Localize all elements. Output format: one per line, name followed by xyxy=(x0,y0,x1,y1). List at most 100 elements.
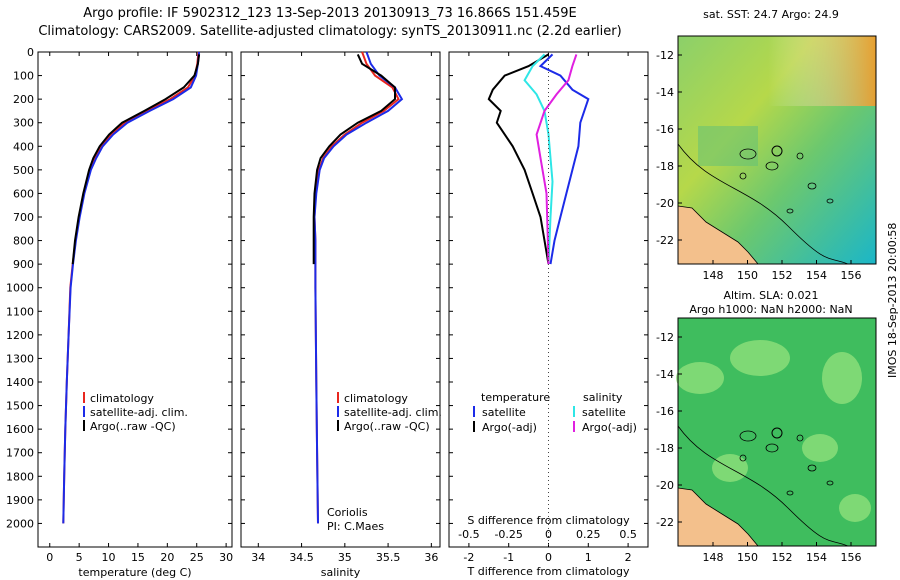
y-tick-label: 200 xyxy=(13,93,34,106)
reef-outline xyxy=(786,490,794,496)
series-line-1 xyxy=(538,53,590,265)
reef-outline xyxy=(796,152,804,160)
reef-outline xyxy=(796,434,804,442)
legend-entry: satellite xyxy=(582,406,626,419)
lat-tick-label: -12 xyxy=(656,331,674,344)
profile-panel-2: 34 34.5 35 35.5 36 salinity xyxy=(240,51,441,579)
x-tick-label: 34.5 xyxy=(289,551,314,564)
lon-tick-label: 148 xyxy=(703,551,724,564)
reef-outline xyxy=(826,198,834,204)
x-tick-label: 25 xyxy=(190,551,204,564)
sla-blob xyxy=(676,362,724,394)
y-tick-label: 1200 xyxy=(6,329,34,342)
legend-entry: Argo(-adj) xyxy=(482,421,537,434)
y-tick-label: 1100 xyxy=(6,305,34,318)
y-tick-label: 1500 xyxy=(6,400,34,413)
lat-tick-label: -18 xyxy=(656,160,674,173)
x-tick-label: 0 xyxy=(46,551,53,564)
lat-tick-label: -12 xyxy=(656,49,674,62)
legend-title-temperature: temperature xyxy=(481,391,550,404)
lat-tick-label: -14 xyxy=(656,86,674,99)
reef-outline xyxy=(739,172,747,180)
lon-tick-label: 150 xyxy=(737,551,758,564)
lon-tick-label: 150 xyxy=(737,269,758,282)
x-tick-label: -2 xyxy=(463,551,474,564)
x-axis-label: temperature (deg C) xyxy=(78,566,191,579)
x-tick-label: 34 xyxy=(251,551,265,564)
s-tick-label: 0.25 xyxy=(576,528,601,541)
lat-tick-label: -16 xyxy=(656,405,674,418)
legend-title-salinity: salinity xyxy=(583,391,623,404)
lat-tick-label: -22 xyxy=(656,234,674,247)
legend-entry: Argo(-adj) xyxy=(582,421,637,434)
panel-frame xyxy=(240,51,441,548)
series-line-3 xyxy=(71,54,201,265)
sst-patch xyxy=(698,126,758,166)
reef-outline xyxy=(807,464,817,472)
y-tick-label: 1400 xyxy=(6,376,34,389)
lat-tick-label: -16 xyxy=(656,123,674,136)
figure-title-line1: Argo profile: IF 5902312_123 13-Sep-2013… xyxy=(83,6,577,21)
x-tick-label: 2 xyxy=(625,551,632,564)
y-tick-label: 400 xyxy=(13,140,34,153)
reef-outline xyxy=(765,443,779,453)
y-tick-label: 0 xyxy=(27,46,34,59)
reef-outline xyxy=(739,454,747,462)
sst-map: -12 -14 -16 -18 -20 -22 148 150 152 154 156 xyxy=(656,35,877,282)
argo-position-marker xyxy=(771,427,783,439)
x-tick-label: -1 xyxy=(503,551,514,564)
s-tick-label: 0.5 xyxy=(619,528,637,541)
x-axis-label: T difference from climatology xyxy=(467,565,630,578)
lon-tick-label: 154 xyxy=(806,551,827,564)
legend-entry: Argo(..raw -QC) xyxy=(344,420,430,433)
lon-tick-label: 152 xyxy=(772,551,793,564)
lon-tick-label: 152 xyxy=(772,269,793,282)
sla-blob xyxy=(839,494,871,522)
lon-tick-label: 156 xyxy=(841,269,862,282)
sla-map: -12 -14 -16 -18 -20 -22 148 150 152 154 156 xyxy=(656,317,877,564)
argo-position-marker xyxy=(771,145,783,157)
map-frame xyxy=(677,317,877,547)
top-x-axis-label: S difference from climatology xyxy=(467,514,630,527)
legend-entry: satellite-adj. clim. xyxy=(90,406,188,419)
reef-outline xyxy=(807,182,817,190)
lat-tick-label: -22 xyxy=(656,516,674,529)
x-tick-label: 30 xyxy=(219,551,233,564)
series-line-3 xyxy=(312,53,396,265)
legend-entry: satellite-adj. clim. xyxy=(344,406,442,419)
reef-outline xyxy=(739,148,757,160)
legend-entry: climatology xyxy=(90,392,154,405)
reef-outline xyxy=(739,430,757,442)
s-tick-label: -0.25 xyxy=(494,528,522,541)
x-tick-label: 15 xyxy=(131,551,145,564)
annotation-text: Coriolis xyxy=(327,506,368,519)
x-tick-label: 10 xyxy=(102,551,116,564)
depth-contour xyxy=(677,425,849,547)
lat-tick-label: -20 xyxy=(656,197,674,210)
y-tick-label: 800 xyxy=(13,235,34,248)
y-tick-label: 700 xyxy=(13,211,34,224)
s-tick-label: 0 xyxy=(545,528,552,541)
sla-blob xyxy=(730,340,790,376)
y-tick-label: 300 xyxy=(13,117,34,130)
lon-tick-label: 156 xyxy=(841,551,862,564)
x-tick-label: 0 xyxy=(545,551,552,564)
lat-tick-label: -18 xyxy=(656,442,674,455)
x-tick-label: 35.5 xyxy=(376,551,401,564)
legend-entry: Argo(..raw -QC) xyxy=(90,420,176,433)
y-tick-label: 600 xyxy=(13,187,34,200)
reef-outline xyxy=(765,161,779,171)
y-tick-label: 2000 xyxy=(6,517,34,530)
map-frame xyxy=(677,35,877,265)
sst-map-title: sat. SST: 24.7 Argo: 24.9 xyxy=(703,8,839,21)
y-tick-label: 500 xyxy=(13,164,34,177)
y-tick-label: 1800 xyxy=(6,470,34,483)
lat-tick-label: -14 xyxy=(656,368,674,381)
y-tick-label: 100 xyxy=(13,70,34,83)
lon-tick-label: 148 xyxy=(703,269,724,282)
x-tick-label: 35 xyxy=(338,551,352,564)
profile-panel-3: -2 -1 0 1 2T difference from climatology xyxy=(448,51,649,578)
sla-blob xyxy=(822,352,862,404)
annotation-text: PI: C.Maes xyxy=(327,520,384,533)
y-tick-label: 1300 xyxy=(6,352,34,365)
